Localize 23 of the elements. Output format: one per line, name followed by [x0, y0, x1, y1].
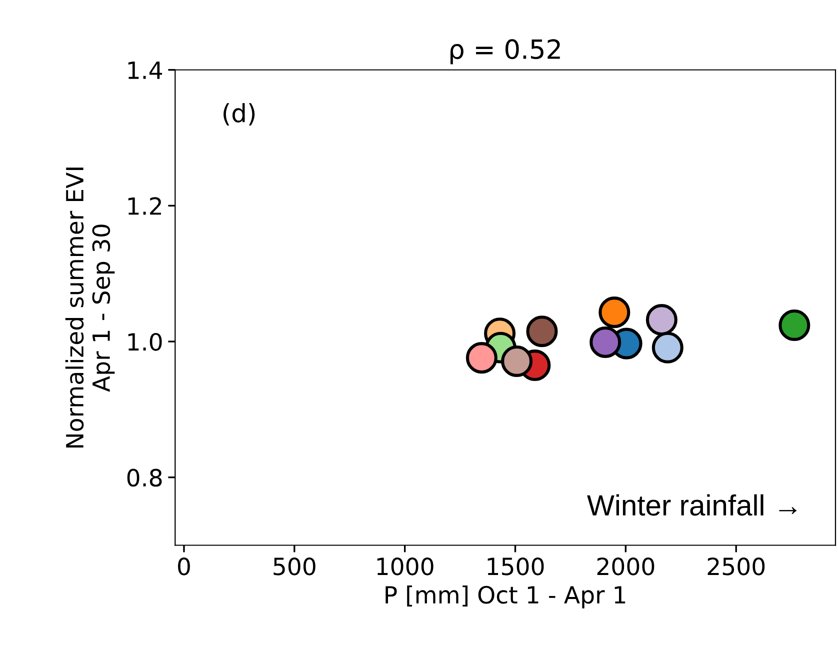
y-tick-label: 1.0: [128, 332, 162, 351]
y-tick-label: 1.4: [128, 62, 162, 79]
point: [598, 296, 630, 328]
y-axis-title: Normalized summer EVI Apr 1 - Sep 30: [65, 168, 115, 448]
point: [778, 309, 810, 341]
x-tick-label: 1000: [377, 557, 434, 576]
annotation: (d): [224, 103, 255, 126]
point: [526, 316, 558, 348]
y-tick-label: 1.2: [128, 197, 161, 215]
point: [590, 326, 622, 358]
x-tick-label: 2000: [597, 557, 654, 576]
x-tick-label: 1500: [488, 557, 544, 576]
point: [466, 342, 498, 374]
point: [501, 345, 533, 377]
point: [646, 304, 678, 336]
x-tick-label: 0: [178, 557, 190, 576]
chart-title: ρ = 0.52: [450, 39, 560, 64]
annotation: Winter rainfall →: [587, 494, 797, 516]
y-tick-label: 0.8: [127, 468, 162, 487]
x-axis-title: P [mm] Oct 1 - Apr 1: [386, 585, 626, 608]
x-tick-label: 2500: [708, 557, 765, 576]
point: [652, 332, 684, 364]
x-tick-label: 500: [274, 557, 316, 576]
